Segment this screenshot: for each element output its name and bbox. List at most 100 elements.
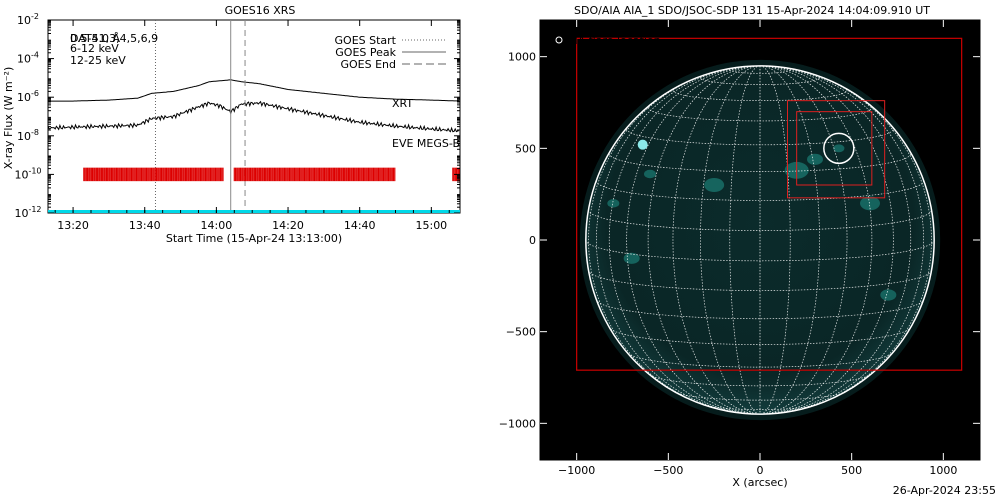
x-tick-label: 1000 [929, 464, 957, 477]
y-tick-exponent: -10 [28, 166, 41, 175]
meridian-line [588, 65, 761, 415]
event-legend-entry: GOES End [340, 58, 396, 71]
goes-xrs-plot: GOES16 XRS 13:20 13:40 14:00 14:20 14:40 15:0… [2, 4, 461, 245]
aia-plot-title: SDO/AIA AIA_1 SDO/JSOC-SDP 131 15-Apr-20… [574, 4, 930, 17]
y-tick-label: 1000 [508, 51, 536, 64]
meridian-line [596, 65, 761, 415]
bright-region [644, 169, 656, 179]
aia-legend: AIA flare location [555, 34, 661, 47]
channel-legend-entry: 6-12 keV [70, 42, 119, 55]
y-tick-base: 10 [14, 207, 28, 220]
meridian-line [672, 65, 761, 415]
y-tick-exponent: -4 [31, 51, 39, 60]
y-tick-base: 10 [14, 168, 28, 181]
x-tick-label: 15:00 [415, 219, 447, 232]
solar-limb [585, 65, 935, 415]
xrt-fov-label: XRT FOV [553, 422, 600, 435]
flare-location-circle [823, 132, 855, 165]
latitude-line [647, 372, 873, 387]
y-tick-label: 10-2 [17, 12, 39, 27]
meridian-line [609, 65, 761, 415]
bright-region [607, 199, 620, 208]
x-tick-label: 0 [757, 464, 764, 477]
x-tick-label: 14:00 [201, 219, 233, 232]
y-tick-exponent: -12 [28, 205, 41, 214]
y-tick-label: 0 [529, 234, 536, 247]
latitude-line [595, 180, 925, 201]
bright-region [860, 196, 880, 211]
event-legend-entry: GOES Start [335, 34, 397, 47]
bright-region [637, 139, 648, 150]
y-tick-exponent: -2 [31, 12, 39, 21]
meridian-line [759, 65, 924, 415]
goes-y-axis-label: X-ray Flux (W m⁻²) [2, 67, 15, 169]
meridian-line [759, 65, 791, 415]
goes-plot-title: GOES16 XRS [225, 4, 296, 17]
bright-region [880, 289, 897, 301]
meridian-line [759, 65, 932, 415]
y-tick-label: 500 [515, 142, 536, 155]
aia-x-axis-label: X (arcsec) [732, 476, 787, 489]
channel-legend-entry: 0.5-4.0 Å [70, 32, 120, 45]
bright-region [704, 178, 725, 192]
roi-box [796, 111, 873, 186]
goes-flux-curves [47, 79, 459, 133]
y-tick-label: 10-12 [14, 205, 41, 220]
aia-overlay-boxes [576, 37, 963, 371]
y-tick-exponent: -6 [31, 89, 39, 98]
x-tick-label: 13:40 [129, 219, 161, 232]
latitude-line [608, 326, 912, 345]
aia-y-ticks: −1000 −500 0 500 1000 [499, 51, 980, 430]
eve-annotation: EVE MEGS-B [392, 137, 460, 150]
aia-image-plot: SDO/AIA AIA_1 SDO/JSOC-SDP 131 15-Apr-20… [499, 4, 981, 489]
latitude-line [672, 90, 848, 101]
latitude-line [588, 209, 932, 231]
x-tick-label: −500 [653, 464, 683, 477]
y-tick-label: 10-6 [17, 89, 39, 104]
event-legend-entry: GOES Peak [335, 46, 396, 59]
xrt-annotation: XRT [392, 97, 413, 110]
latitude-line [672, 389, 848, 401]
bright-region [833, 144, 845, 153]
x-tick-label: 500 [841, 464, 862, 477]
y-tick-base: 10 [17, 14, 31, 27]
x-tick-label: −1000 [558, 464, 595, 477]
x-tick-label: 13:20 [57, 219, 89, 232]
flare-location-legend-icon [555, 36, 563, 44]
footer-timestamp: 26-Apr-2024 23:55 [893, 484, 996, 497]
y-tick-exponent: -8 [31, 128, 39, 137]
goes-x-ticks: 13:20 13:40 14:00 14:20 14:40 15:00 [54, 20, 450, 232]
goes-x-axis-label: Start Time (15-Apr-24 13:13:00) [166, 232, 342, 245]
heliographic-grid [585, 65, 935, 415]
meridian-line [759, 65, 911, 415]
meridian-line [729, 65, 761, 415]
flux-series-line [48, 79, 459, 102]
xrt-coverage-bars [83, 167, 460, 182]
y-tick-label: −1000 [499, 417, 536, 430]
y-tick-base: 10 [17, 91, 31, 104]
meridian-line [759, 65, 848, 415]
y-tick-label: −500 [506, 326, 536, 339]
latitude-line [595, 299, 925, 320]
channel-legend-entry: DAT51,3,4,5,6,9 [70, 32, 158, 45]
x-tick-label: 14:40 [344, 219, 376, 232]
channel-legend-entry: 12-25 keV [70, 54, 126, 67]
y-tick-label: 10-10 [14, 166, 41, 181]
flare-location-legend-label: AIA flare location [567, 34, 661, 47]
y-tick-label: 10-8 [17, 128, 39, 143]
bright-region [807, 153, 823, 165]
x-tick-label: 14:20 [272, 219, 304, 232]
flux-series-line [47, 100, 459, 133]
aia-x-ticks: −1000 −500 0 500 1000 [558, 20, 957, 477]
latitude-line [588, 269, 932, 291]
y-tick-base: 10 [17, 53, 31, 66]
y-tick-label: 10-4 [17, 51, 39, 66]
y-tick-base: 10 [17, 130, 31, 143]
bright-region [623, 252, 640, 264]
xrt-fov-box [576, 37, 963, 371]
roi-box [787, 100, 886, 199]
